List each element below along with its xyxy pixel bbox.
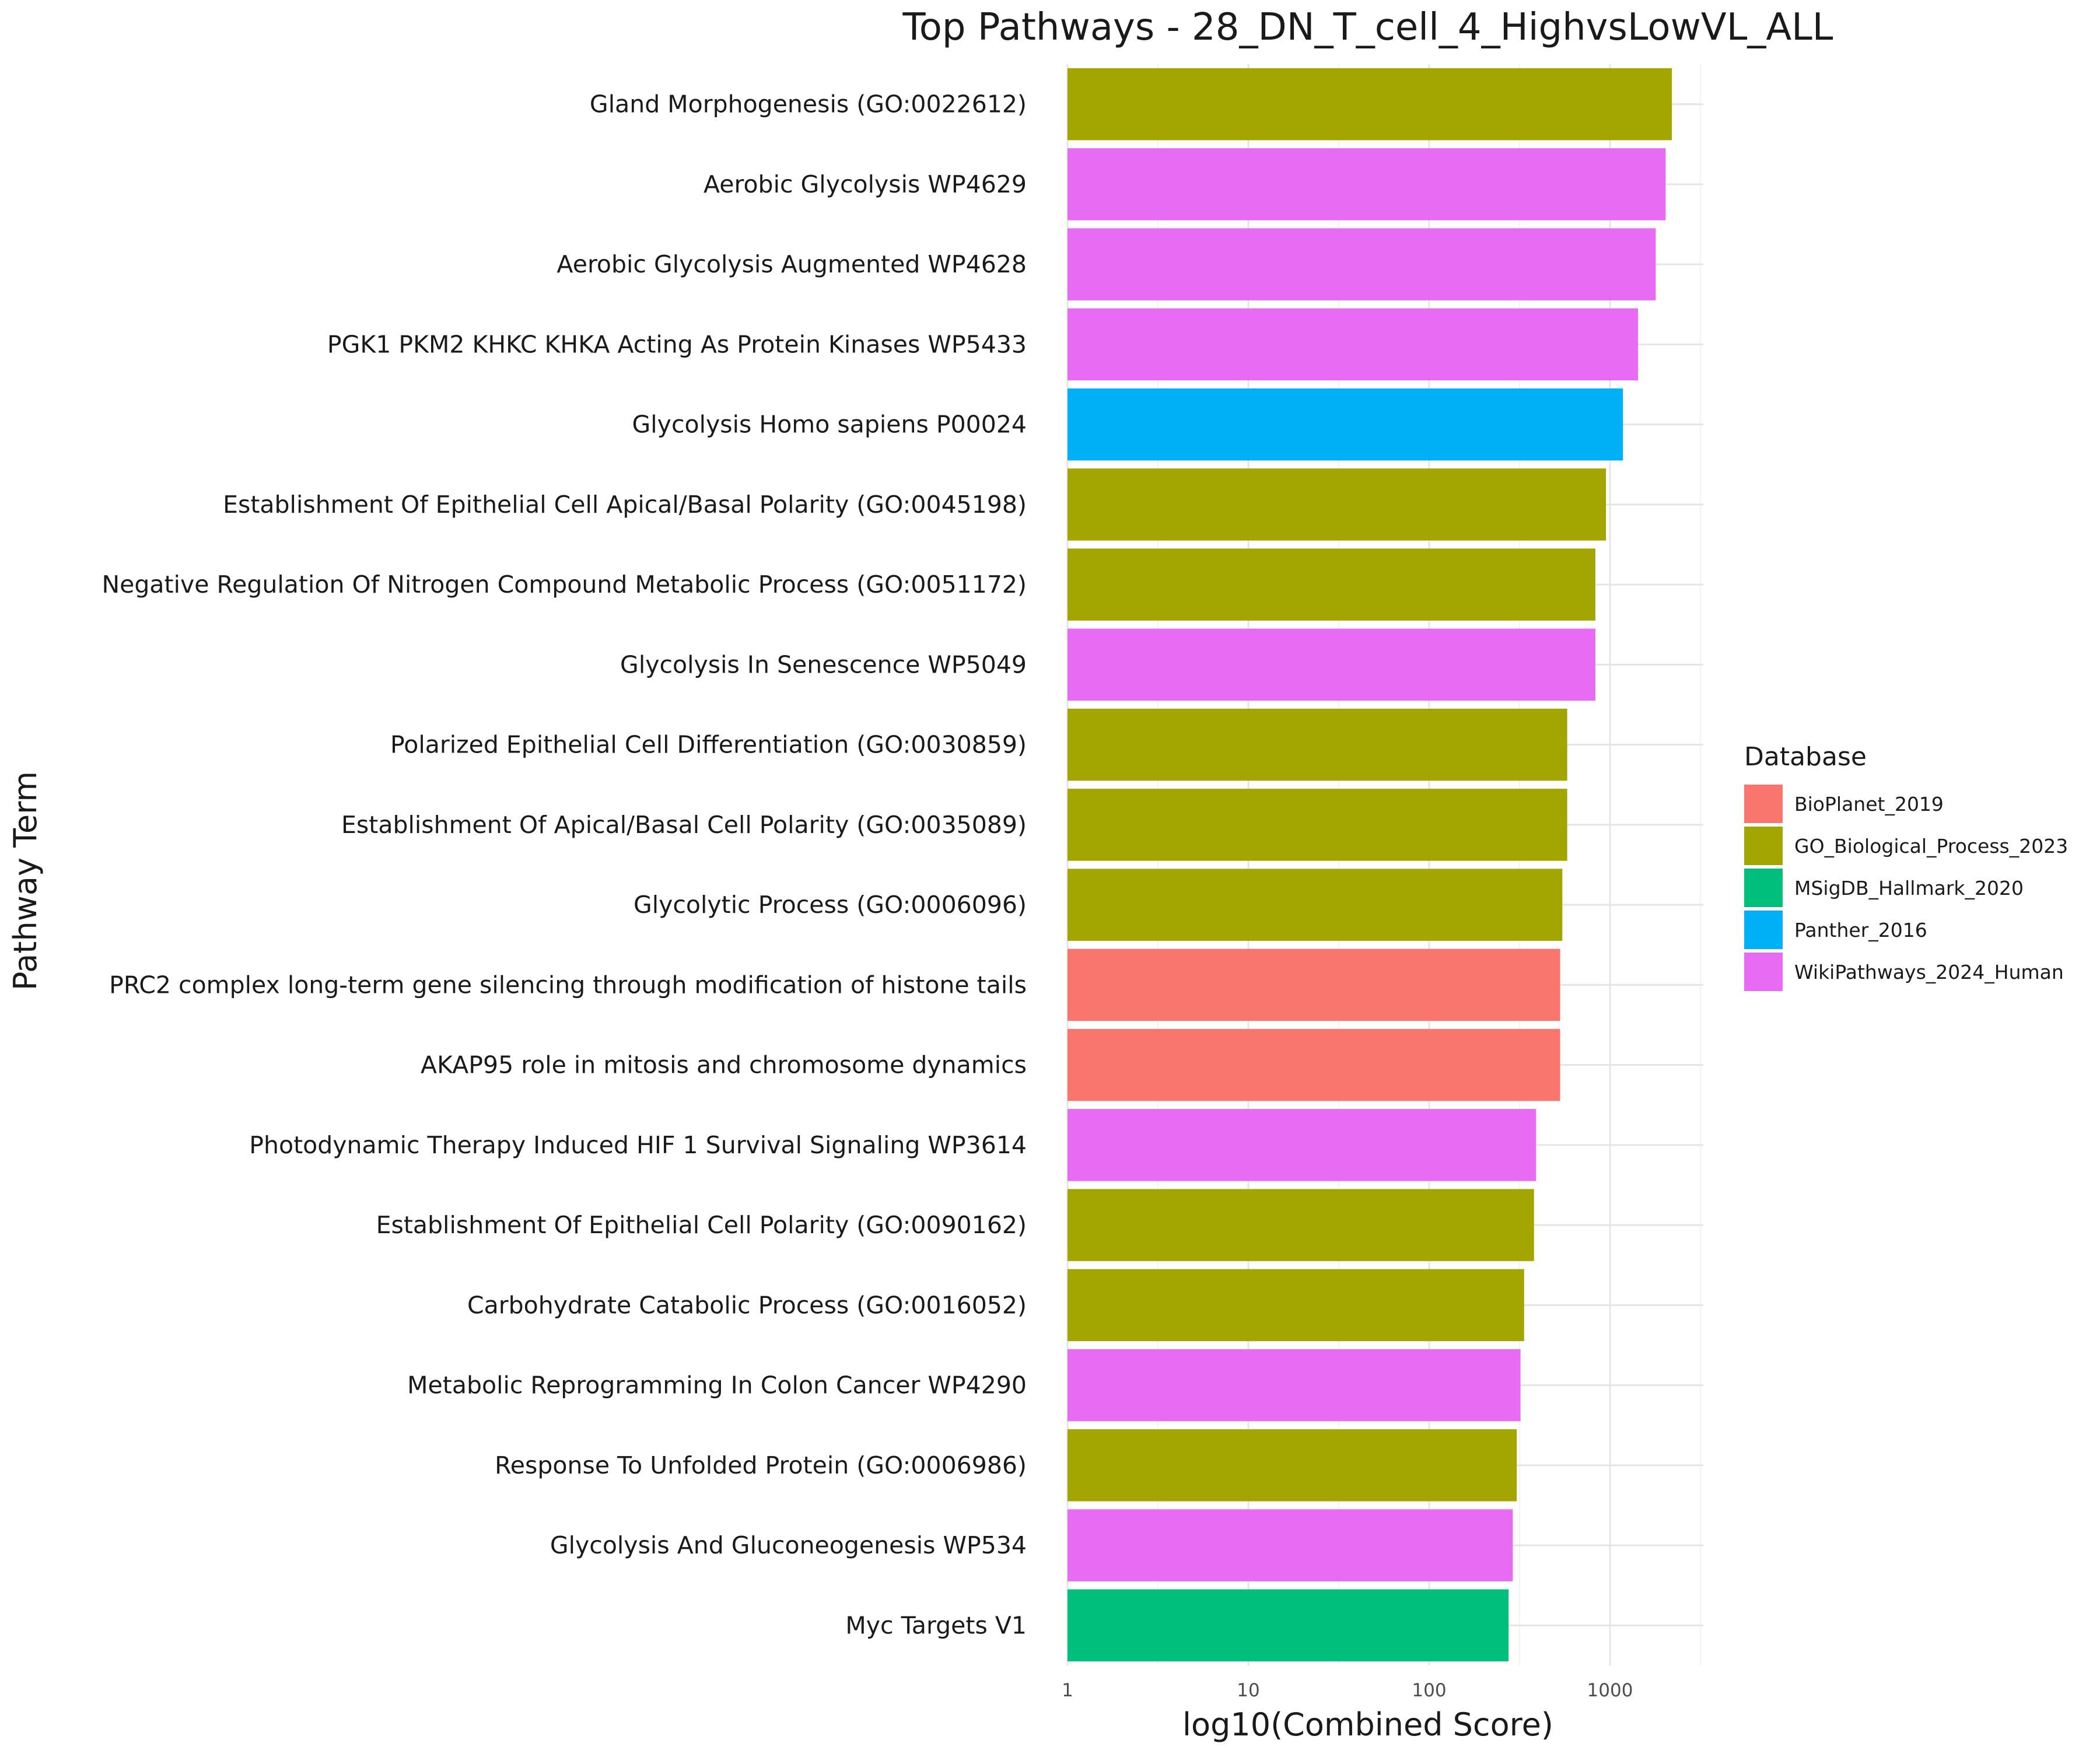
bar — [1068, 228, 1656, 300]
y-axis-title: Pathway Term — [7, 771, 44, 991]
bar — [1068, 1028, 1560, 1101]
bar — [1068, 68, 1672, 141]
legend-key — [1744, 911, 1783, 949]
y-tick-label: Glycolysis In Senescence WP5049 — [620, 650, 1027, 678]
legend-label: GO_Biological_Process_2023 — [1794, 835, 2068, 858]
y-tick-label: Establishment Of Epithelial Cell Polarit… — [376, 1211, 1027, 1239]
bar — [1068, 1349, 1521, 1422]
plot-area: Gland Morphogenesis (GO:0022612) Aerobic … — [102, 64, 1703, 1701]
y-tick-label: Polarized Epithelial Cell Differentiatio… — [390, 731, 1027, 759]
x-tick-label: 100 — [1412, 1680, 1446, 1701]
bar — [1068, 1589, 1509, 1662]
y-tick-label: Establishment Of Apical/Basal Cell Polar… — [341, 811, 1027, 839]
legend-key — [1744, 827, 1783, 865]
legend-key — [1744, 953, 1783, 991]
bar — [1068, 1189, 1534, 1261]
y-tick-label: Aerobic Glycolysis WP4629 — [704, 170, 1027, 198]
y-tick-label: Myc Targets V1 — [845, 1611, 1027, 1639]
y-tick-label: Negative Regulation Of Nitrogen Compound… — [102, 570, 1027, 598]
legend-key — [1744, 785, 1783, 823]
legend-key — [1744, 869, 1783, 907]
bar — [1068, 1509, 1513, 1581]
bar — [1068, 388, 1623, 461]
bar — [1068, 1429, 1517, 1502]
y-tick-label: Establishment Of Epithelial Cell Apical/… — [223, 491, 1027, 519]
y-tick-label: PRC2 complex long-term gene silencing th… — [109, 971, 1027, 999]
bar — [1068, 1109, 1536, 1181]
y-tick-label: Carbohydrate Catabolic Process (GO:00160… — [467, 1291, 1027, 1319]
bar — [1068, 1269, 1524, 1342]
bar — [1068, 628, 1595, 701]
y-tick-label: Metabolic Reprogramming In Colon Cancer … — [407, 1371, 1027, 1399]
x-tick-label: 10 — [1237, 1680, 1259, 1701]
bar — [1068, 708, 1567, 781]
bar — [1068, 308, 1639, 381]
x-tick-label: 1 — [1062, 1680, 1073, 1701]
y-tick-label: Gland Morphogenesis (GO:0022612) — [590, 90, 1027, 118]
y-tick-label: PGK1 PKM2 KHKC KHKA Acting As Protein Ki… — [327, 330, 1027, 358]
y-tick-label: Response To Unfolded Protein (GO:0006986… — [495, 1451, 1027, 1479]
legend-label: WikiPathways_2024_Human — [1794, 961, 2064, 984]
bar — [1068, 789, 1567, 861]
y-tick-label: Glycolysis And Gluconeogenesis WP534 — [550, 1531, 1027, 1559]
bar — [1068, 548, 1595, 621]
bar — [1068, 949, 1560, 1021]
x-axis-title: log10(Combined Score) — [1182, 1706, 1553, 1743]
legend-label: MSigDB_Hallmark_2020 — [1794, 877, 2024, 900]
legend: Database BioPlanet_2019 GO_Biological_Pro… — [1744, 742, 2068, 991]
y-tick-label: Glycolysis Homo sapiens P00024 — [632, 411, 1027, 439]
y-tick-label: Aerobic Glycolysis Augmented WP4628 — [556, 250, 1027, 278]
bar — [1068, 468, 1606, 541]
legend-label: Panther_2016 — [1794, 919, 1927, 942]
legend-label: BioPlanet_2019 — [1794, 793, 1944, 816]
chart-title: Top Pathways - 28_DN_T_cell_4_HighvsLowV… — [902, 6, 1833, 49]
legend-title: Database — [1744, 742, 1867, 772]
bar — [1068, 148, 1666, 220]
y-tick-label: Glycolytic Process (GO:0006096) — [634, 891, 1027, 919]
bar — [1068, 869, 1563, 941]
x-tick-label: 1000 — [1587, 1680, 1633, 1701]
y-tick-label: AKAP95 role in mitosis and chromosome dy… — [421, 1051, 1027, 1079]
y-tick-label: Photodynamic Therapy Induced HIF 1 Survi… — [249, 1131, 1027, 1159]
